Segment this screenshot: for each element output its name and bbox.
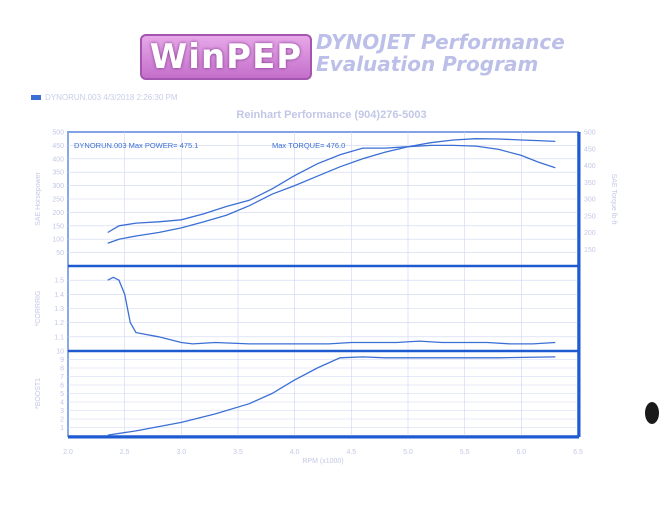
x-tick-label: 4.5 <box>346 449 356 456</box>
y-tick-label: 6 <box>60 383 64 390</box>
y-tick-label: 400 <box>52 156 64 163</box>
x-tick-label: 5.0 <box>403 449 413 456</box>
y-tick-label: 8 <box>60 366 64 373</box>
x-tick-label: 2.0 <box>63 449 73 456</box>
y-tick-label: 1.2 <box>54 320 64 327</box>
y-tick-label: 150 <box>52 223 64 230</box>
plot-frame <box>67 131 579 437</box>
torque-line <box>107 144 556 234</box>
y-axis-label: SAE Horsepower <box>35 171 42 225</box>
x-tick-label: 2.5 <box>120 449 130 456</box>
chart-title: DYNORUN.003 Max POWER= 475.1 <box>74 141 198 150</box>
y-tick-label: 4 <box>60 400 64 407</box>
y-tick-label: 1.1 <box>54 334 64 341</box>
y-tick-label: 250 <box>52 197 64 204</box>
y-tick-label: 1.5 <box>54 278 64 285</box>
x-tick-label: 3.5 <box>233 449 243 456</box>
y-axis-label: *BOOST1 <box>35 378 42 409</box>
y-tick-label: 300 <box>52 183 64 190</box>
y-tick-label: 100 <box>52 237 64 244</box>
max-torque-annotation: Max TORQUE= 476.0 <box>272 141 345 150</box>
legend-label: DYNORUN.003 4/3/2018 2:26:30 PM <box>45 93 178 102</box>
y-tick-label: 450 <box>52 143 64 150</box>
y-tick-label: 9 <box>60 357 64 364</box>
run-legend: DYNORUN.003 4/3/2018 2:26:30 PM <box>31 93 178 102</box>
app-title-line1: DYNOJET Performance <box>316 30 565 54</box>
logo-text: WinPEP <box>149 37 303 77</box>
x-tick-label: 6.5 <box>573 449 583 456</box>
x-axis-label: RPM (x1000) <box>302 458 343 465</box>
x-tick-label: 3.0 <box>176 449 186 456</box>
y-tick-label: 7 <box>60 374 64 381</box>
y2-axis-label: SAE Torque lb-ft <box>610 174 617 225</box>
corrrig-line <box>107 276 556 345</box>
y-tick-label: 350 <box>52 170 64 177</box>
y-tick-label: 1 <box>60 425 64 432</box>
y-tick-label: 10 <box>56 349 64 356</box>
scan-artifact <box>645 402 659 424</box>
y2-tick-label: 250 <box>584 213 596 220</box>
y-axis-label: *CORRRIG <box>35 291 42 327</box>
x-tick-label: 6.0 <box>516 449 526 456</box>
y2-tick-label: 350 <box>584 180 596 187</box>
x-tick-label: 5.5 <box>460 449 470 456</box>
shop-name: Reinhart Performance (904)276-5003 <box>236 109 427 121</box>
y-tick-label: 3 <box>60 408 64 415</box>
y-tick-label: 5 <box>60 391 64 398</box>
y2-tick-label: 200 <box>584 230 596 237</box>
y-tick-label: 500 <box>52 130 64 137</box>
app-title: DYNOJET Performance Evaluation Program <box>316 31 565 75</box>
y2-tick-label: 300 <box>584 197 596 204</box>
y2-tick-label: 150 <box>584 247 596 254</box>
y2-tick-label: 450 <box>584 146 596 153</box>
app-title-line2: Evaluation Program <box>316 52 539 76</box>
y2-tick-label: 500 <box>584 130 596 137</box>
x-tick-label: 4.0 <box>290 449 300 456</box>
y-tick-label: 2 <box>60 417 64 424</box>
legend-swatch <box>31 95 41 101</box>
y-tick-label: 1.3 <box>54 306 64 313</box>
winpep-logo: WinPEP <box>140 34 312 80</box>
y-tick-label: 50 <box>56 250 64 257</box>
y2-tick-label: 400 <box>584 163 596 170</box>
y-tick-label: 200 <box>52 210 64 217</box>
y-tick-label: 1.4 <box>54 292 64 299</box>
horsepower-line <box>107 138 556 244</box>
boost-line <box>107 356 556 436</box>
